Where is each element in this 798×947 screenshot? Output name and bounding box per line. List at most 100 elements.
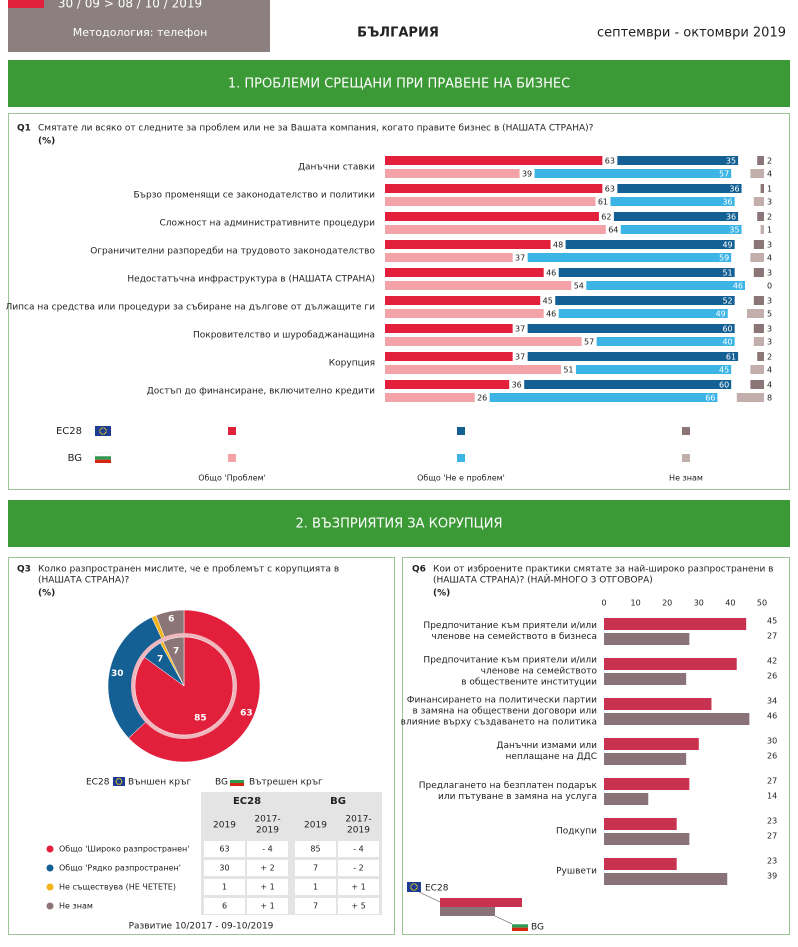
flag-star — [104, 427, 106, 429]
value-label: 63 — [605, 185, 615, 194]
value-label: 26 — [767, 672, 777, 681]
bar — [617, 184, 742, 193]
table-footer: Развитие 10/2017 - 09-10/2019 — [129, 922, 274, 932]
flag-star — [121, 780, 123, 783]
bar — [385, 197, 596, 206]
category-label: Предпочитание към приятели и/или — [423, 621, 597, 631]
bar — [604, 793, 649, 805]
slice-label: 63 — [240, 709, 253, 719]
value-label: 39 — [767, 872, 777, 881]
value-label: 26 — [767, 752, 777, 761]
bar — [747, 309, 764, 318]
value-label: 66 — [705, 394, 715, 403]
value-label: 64 — [608, 226, 618, 235]
bar — [736, 393, 764, 402]
slice-label: 30 — [111, 669, 124, 679]
bar — [604, 818, 677, 830]
bar — [534, 169, 732, 178]
value-label: 36 — [729, 185, 739, 194]
value-label: 27 — [767, 777, 777, 786]
bar — [760, 184, 764, 193]
bg-flag — [230, 780, 244, 783]
value-label: 40 — [722, 338, 732, 347]
value-label: 35 — [726, 157, 736, 166]
x-tick-label: 30 — [694, 599, 704, 608]
bar — [385, 268, 544, 277]
bar — [575, 365, 732, 374]
value-label: 61 — [598, 198, 608, 207]
category-label: Недостатъчна инфраструктура в (НАШАТА СТ… — [127, 275, 375, 285]
question-code: Q1 — [17, 124, 31, 134]
bar — [750, 169, 764, 178]
legend-swatch — [457, 427, 465, 435]
panel — [8, 113, 790, 490]
value-label: 63 — [605, 157, 615, 166]
bar — [385, 225, 606, 234]
bar — [613, 212, 739, 221]
bar — [760, 225, 764, 234]
table-col: 2019 — [256, 826, 279, 836]
panel — [8, 557, 395, 935]
legend-swatch — [682, 454, 690, 462]
table-cell — [247, 841, 288, 857]
table-value: - 4 — [262, 845, 273, 854]
value-label: 60 — [719, 381, 729, 390]
table-col: 2019 — [347, 826, 370, 836]
value-label: 4 — [767, 366, 772, 375]
table-row-label: Не съществува (НЕ ЧЕТЕТЕ) — [59, 883, 176, 892]
bar — [385, 240, 551, 249]
flag-star — [119, 783, 122, 785]
question-code: Q6 — [412, 565, 426, 575]
flag-star — [410, 886, 412, 888]
table-cell — [338, 841, 379, 857]
category-label: Данъчни ставки — [298, 163, 375, 173]
bar — [757, 156, 764, 165]
table-cell — [295, 898, 336, 914]
question: (НАШАТА СТРАНА)? (НАЙ-МНОГО 3 ОТГОВОРА) — [433, 574, 653, 586]
flag-star — [410, 884, 412, 887]
category-label: Подкупи — [556, 827, 597, 837]
table-cell — [338, 879, 379, 895]
value-label: 57 — [719, 170, 729, 179]
table-cell — [295, 860, 336, 876]
table-group: EC28 — [233, 796, 261, 807]
bar — [385, 309, 544, 318]
bar — [604, 753, 687, 765]
legend-swatch — [457, 454, 465, 462]
x-tick-label: 40 — [725, 599, 735, 608]
value-label: 26 — [477, 394, 487, 403]
bar — [757, 352, 764, 361]
category-label: Предлагането на безплатен подарък — [419, 781, 598, 791]
table-row-label: Общо 'Широко разпространен' — [59, 845, 189, 854]
value-label: 49 — [722, 241, 732, 250]
country: БЪЛГАРИЯ — [357, 26, 439, 41]
value-label: 45 — [767, 617, 777, 626]
bar — [604, 698, 712, 710]
flag-star — [105, 432, 107, 434]
table-cell — [204, 898, 245, 914]
category-label: в замяна на обществени договори или — [412, 707, 597, 717]
table-col: 2017- — [345, 815, 371, 825]
value-label: 61 — [726, 353, 736, 362]
flag-star — [116, 783, 119, 785]
legend-name: BG — [215, 778, 228, 788]
legend-ring: Вътрешен кръг — [249, 778, 323, 788]
bar — [604, 833, 690, 845]
category-label: Достъп до финансиране, включително креди… — [147, 387, 375, 397]
category-label: членове на семейството — [481, 667, 598, 677]
section-bar — [8, 500, 790, 547]
section-title: 2. ВЪЗПРИЯТИЯ ЗА КОРУПЦИЯ — [295, 517, 502, 532]
flag-star — [115, 782, 118, 784]
bg-flag — [512, 924, 528, 928]
bar — [753, 324, 764, 333]
table-cell — [338, 898, 379, 914]
flag-star — [104, 433, 106, 435]
unit: (%) — [433, 589, 450, 599]
bar — [489, 393, 718, 402]
flag-star — [416, 888, 418, 890]
value-label: 46 — [767, 712, 777, 721]
flag-star — [99, 428, 101, 430]
table-col: 2017- — [254, 815, 280, 825]
bar — [604, 658, 737, 670]
value-label: 37 — [515, 325, 525, 334]
